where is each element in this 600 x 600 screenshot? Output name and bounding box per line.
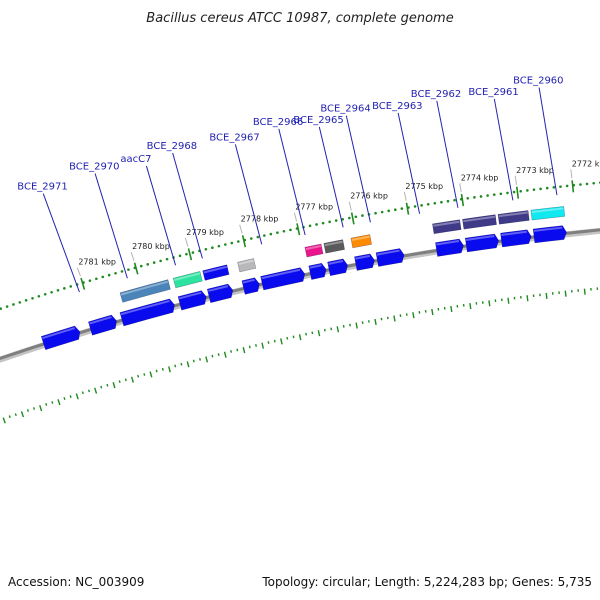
ruler-tick-label: 2779 kbp [186, 228, 224, 237]
ruler-tick [460, 194, 465, 207]
gene-label-leader [493, 98, 514, 201]
ruler-tick-label: 2774 kbp [461, 173, 499, 182]
gene-feature [40, 325, 81, 351]
gene-feature [323, 239, 345, 254]
gene-feature [435, 238, 464, 257]
gene-label: BCE_2966 [253, 117, 303, 128]
ruler-tick [405, 202, 410, 215]
gene-feature [432, 219, 462, 234]
gene-features [40, 206, 567, 351]
ruler-tick-label: 2772 kbp [572, 159, 600, 168]
gene-label: BCE_2968 [147, 141, 197, 152]
map-title: Bacillus cereus ATCC 10987, complete gen… [146, 11, 453, 26]
gene-feature [532, 225, 567, 244]
gene-label: BCE_2961 [468, 87, 518, 98]
gene-label-leader [145, 165, 177, 266]
gc-content-dots [0, 181, 600, 310]
ruler-tick-label: 2781 kbp [78, 258, 116, 267]
gene-feature [260, 267, 306, 291]
gene-feature [464, 233, 499, 253]
ruler-tick [296, 223, 301, 236]
ruler-tick-label: 2776 kbp [350, 192, 388, 201]
ruler-tick-label: 2780 kbp [132, 242, 170, 251]
gene-label-leader [436, 100, 459, 208]
gene-feature [304, 243, 324, 258]
accession-text: Accession: NC_003909 [8, 575, 144, 589]
gene-label: BCE_2971 [17, 182, 67, 193]
gene-label-leader [94, 173, 128, 279]
ruler-tick [241, 235, 247, 248]
ruler-tick-label: 2773 kbp [516, 166, 554, 175]
ruler-tick [350, 212, 355, 225]
ruler-tick-label: 2777 kbp [295, 203, 333, 212]
topology-text: Topology: circular; Length: 5,224,283 bp… [261, 575, 592, 589]
gene-feature [206, 283, 234, 303]
gene-label-leader [318, 126, 344, 228]
gene-feature [462, 214, 497, 230]
gc-skew-dashes [2, 287, 599, 424]
ruler-tick [80, 277, 86, 290]
gene-label: BCE_2960 [513, 76, 563, 87]
gene-label-leader [538, 87, 558, 196]
gene-feature [177, 290, 207, 311]
gene-feature [172, 271, 203, 289]
ruler-tick-label: 2778 kbp [241, 215, 279, 224]
gene-feature [354, 253, 375, 271]
label-leaders [42, 87, 558, 293]
ruler-tick [187, 248, 193, 261]
gene-feature [530, 206, 566, 221]
gene-feature [202, 264, 230, 281]
gene-feature [375, 248, 405, 267]
gene-label: BCE_2962 [411, 89, 461, 100]
ruler-tick [515, 186, 520, 199]
gene-feature [119, 279, 171, 303]
gene-feature [241, 277, 260, 295]
gene-label-leader [278, 128, 306, 236]
ruler-tick [133, 262, 139, 275]
gene-label-leader [234, 144, 263, 245]
gene-label-leader [397, 112, 421, 214]
gene-feature [119, 298, 175, 327]
ruler-tick-label: 2775 kbp [405, 182, 443, 191]
gene-label: BCE_2963 [372, 101, 422, 112]
ruler-ticks: 2781 kbp 2780 kbp 2779 kbp 2778 kbp 2777 kbp… [76, 159, 600, 290]
gene-label-leader [42, 193, 80, 293]
ruler-tick [571, 180, 575, 193]
gene-feature [237, 258, 257, 273]
gene-label: BCE_2970 [69, 162, 119, 173]
gene-label-leader [345, 115, 371, 223]
gene-feature [88, 314, 117, 336]
gene-feature [350, 234, 372, 249]
gene-label: BCE_2965 [293, 115, 343, 126]
gene-label: BCE_2964 [320, 104, 370, 115]
gene-feature [308, 262, 327, 280]
gene-feature [327, 258, 348, 276]
gene-label: BCE_2967 [209, 132, 259, 143]
gene-feature [497, 210, 530, 225]
gene-feature [500, 229, 532, 248]
gene-label-leader [172, 152, 203, 259]
gene-label: aacC7 [120, 154, 151, 165]
